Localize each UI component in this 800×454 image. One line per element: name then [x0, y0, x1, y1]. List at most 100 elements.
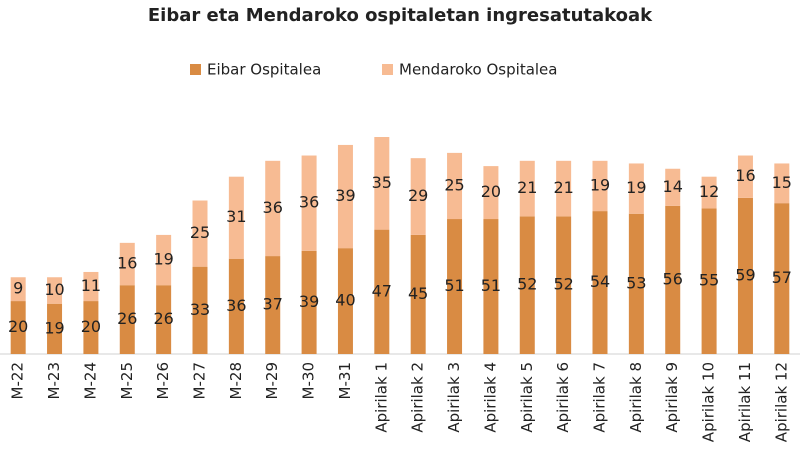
x-tick-label: Apirilak 12	[772, 362, 790, 442]
bar-segment	[47, 303, 63, 354]
bar-segment	[737, 197, 753, 354]
x-tick-label: Apirilak 6	[554, 362, 572, 433]
bar-segment	[483, 219, 499, 354]
data-label: 20	[481, 182, 501, 201]
bar-segment	[228, 258, 244, 354]
data-label: 16	[117, 254, 137, 273]
data-label: 10	[44, 280, 64, 299]
data-label: 33	[190, 300, 210, 319]
data-label: 25	[190, 223, 210, 242]
bar-segment	[701, 208, 717, 354]
bar-segment	[228, 176, 244, 259]
data-label: 55	[699, 271, 719, 290]
data-label: 12	[699, 182, 719, 201]
bar-segment	[665, 168, 681, 206]
bar-segment	[156, 285, 172, 354]
data-label: 29	[408, 186, 428, 205]
data-label: 51	[481, 276, 501, 295]
x-tick-label: Apirilak 11	[736, 362, 754, 442]
x-tick-label: Apirilak 1	[372, 362, 390, 433]
x-tick-label: M-27	[191, 362, 209, 399]
bar-segment	[592, 211, 608, 354]
bar-segment	[701, 176, 717, 209]
bar-segment	[119, 285, 135, 354]
data-label: 21	[517, 178, 537, 197]
data-label: 26	[117, 309, 137, 328]
data-label: 45	[408, 284, 428, 303]
x-tick-label: M-30	[300, 362, 318, 399]
bar-segment	[83, 301, 99, 354]
data-label: 40	[335, 291, 355, 310]
x-tick-label: Apirilak 7	[591, 362, 609, 433]
x-tick-label: Apirilak 4	[481, 362, 499, 433]
data-label: 35	[372, 173, 392, 192]
data-label: 19	[153, 250, 173, 269]
bar-segment	[447, 152, 463, 220]
legend-swatch	[190, 64, 201, 75]
bar-segment	[447, 219, 463, 354]
bar-segment	[410, 234, 426, 354]
data-label: 20	[81, 317, 101, 336]
data-label: 20	[8, 317, 28, 336]
x-tick-label: Apirilak 2	[409, 362, 427, 433]
bar-segment	[47, 277, 63, 304]
bar-segment	[556, 216, 572, 354]
data-label: 47	[372, 281, 392, 300]
bar-segment	[483, 166, 499, 220]
bar-segment	[665, 205, 681, 354]
bar-segment	[374, 137, 390, 230]
data-label: 19	[44, 318, 64, 337]
bar-segment	[156, 234, 172, 286]
bar-segment	[337, 144, 353, 249]
data-label: 16	[735, 166, 755, 185]
data-label: 51	[444, 276, 464, 295]
x-tick-label: Apirilak 9	[663, 362, 681, 433]
bar-segment	[265, 256, 281, 354]
legend-label: Mendaroko Ospitalea	[399, 61, 557, 79]
bar-segment	[192, 200, 208, 267]
bar-segment	[374, 229, 390, 354]
x-tick-label: M-28	[227, 362, 245, 399]
x-tick-label: Apirilak 3	[445, 362, 463, 433]
x-tick-label: M-29	[263, 362, 281, 399]
bar-segment	[628, 213, 644, 354]
x-tick-label: M-25	[118, 362, 136, 399]
bar-segment	[10, 277, 26, 302]
data-label: 37	[263, 295, 283, 314]
bar-segment	[192, 266, 208, 354]
x-tick-label: Apirilak 10	[700, 362, 718, 442]
bar-segment	[519, 160, 535, 217]
bar-segment	[301, 155, 317, 251]
data-label: 14	[663, 177, 683, 196]
data-label: 25	[444, 175, 464, 194]
x-tick-label: Apirilak 5	[518, 362, 536, 433]
bar-segment	[774, 163, 790, 204]
data-label: 19	[626, 178, 646, 197]
legend-label: Eibar Ospitalea	[207, 61, 321, 79]
bar-segment	[774, 203, 790, 354]
x-tick-label: M-24	[81, 362, 99, 399]
bar-segment	[737, 155, 753, 198]
data-label: 26	[153, 309, 173, 328]
legend-swatch	[382, 64, 393, 75]
bar-segment	[556, 160, 572, 217]
bar-segment	[337, 248, 353, 354]
data-label: 36	[263, 198, 283, 217]
bar-segment	[83, 271, 99, 302]
data-label: 36	[299, 193, 319, 212]
data-label: 36	[226, 296, 246, 315]
bar-segment	[265, 160, 281, 257]
x-tick-label: M-31	[336, 362, 354, 399]
bar-segment	[410, 158, 426, 235]
x-tick-label: M-26	[154, 362, 172, 399]
chart-title: Eibar eta Mendaroko ospitaletan ingresat…	[148, 5, 653, 26]
data-label: 21	[553, 178, 573, 197]
data-label: 54	[590, 272, 610, 291]
data-label: 57	[772, 268, 792, 287]
x-tick-label: Apirilak 8	[627, 362, 645, 433]
x-tick-label: M-22	[9, 362, 27, 399]
data-label: 11	[81, 276, 101, 295]
bar-segment	[592, 160, 608, 212]
bar-segment	[301, 250, 317, 354]
